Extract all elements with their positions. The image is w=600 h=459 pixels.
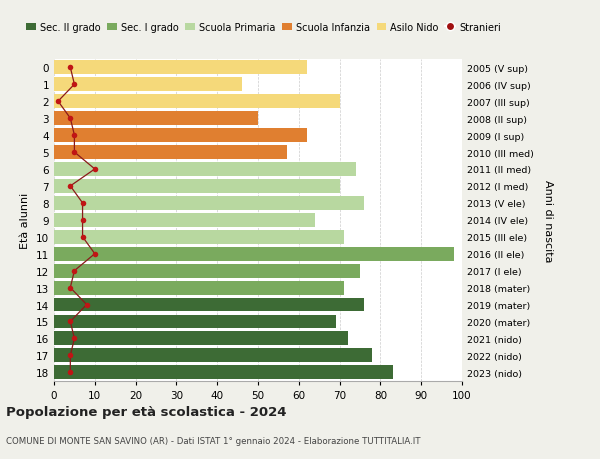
Bar: [54, 230, 344, 244]
Bar: [54, 365, 392, 380]
Bar: [54, 112, 258, 126]
Bar: [54, 196, 364, 210]
Point: [70, 335, 79, 342]
Text: COMUNE DI MONTE SAN SAVINO (AR) - Dati ISTAT 1° gennaio 2024 - Elaborazione TUTT: COMUNE DI MONTE SAN SAVINO (AR) - Dati I…: [6, 436, 421, 445]
Text: Popolazione per età scolastica - 2024: Popolazione per età scolastica - 2024: [6, 405, 287, 419]
Point: [78, 200, 88, 207]
Legend: Sec. II grado, Sec. I grado, Scuola Primaria, Scuola Infanzia, Asilo Nido, Stran: Sec. II grado, Sec. I grado, Scuola Prim…: [26, 23, 501, 33]
Y-axis label: Età alunni: Età alunni: [20, 192, 31, 248]
Point: [82, 301, 91, 308]
Bar: [54, 349, 372, 363]
Bar: [54, 213, 315, 227]
Point: [70, 81, 79, 89]
Y-axis label: Anni di nascita: Anni di nascita: [543, 179, 553, 262]
Point: [65, 115, 75, 123]
Point: [70, 268, 79, 275]
Point: [53, 98, 63, 106]
Bar: [54, 264, 360, 278]
Bar: [54, 78, 242, 92]
Bar: [54, 298, 364, 312]
Bar: [54, 179, 340, 193]
Bar: [54, 95, 340, 109]
Point: [78, 234, 88, 241]
Point: [78, 217, 88, 224]
Point: [65, 64, 75, 72]
Bar: [54, 332, 348, 346]
Bar: [54, 315, 335, 329]
Point: [70, 149, 79, 157]
Bar: [54, 281, 344, 295]
Point: [90, 166, 100, 173]
Bar: [54, 61, 307, 75]
Point: [65, 369, 75, 376]
Bar: [54, 146, 287, 160]
Point: [65, 284, 75, 291]
Point: [65, 318, 75, 325]
Point: [70, 132, 79, 140]
Bar: [54, 162, 356, 177]
Point: [90, 251, 100, 258]
Point: [65, 352, 75, 359]
Point: [65, 183, 75, 190]
Bar: [54, 129, 307, 143]
Bar: [54, 247, 454, 261]
